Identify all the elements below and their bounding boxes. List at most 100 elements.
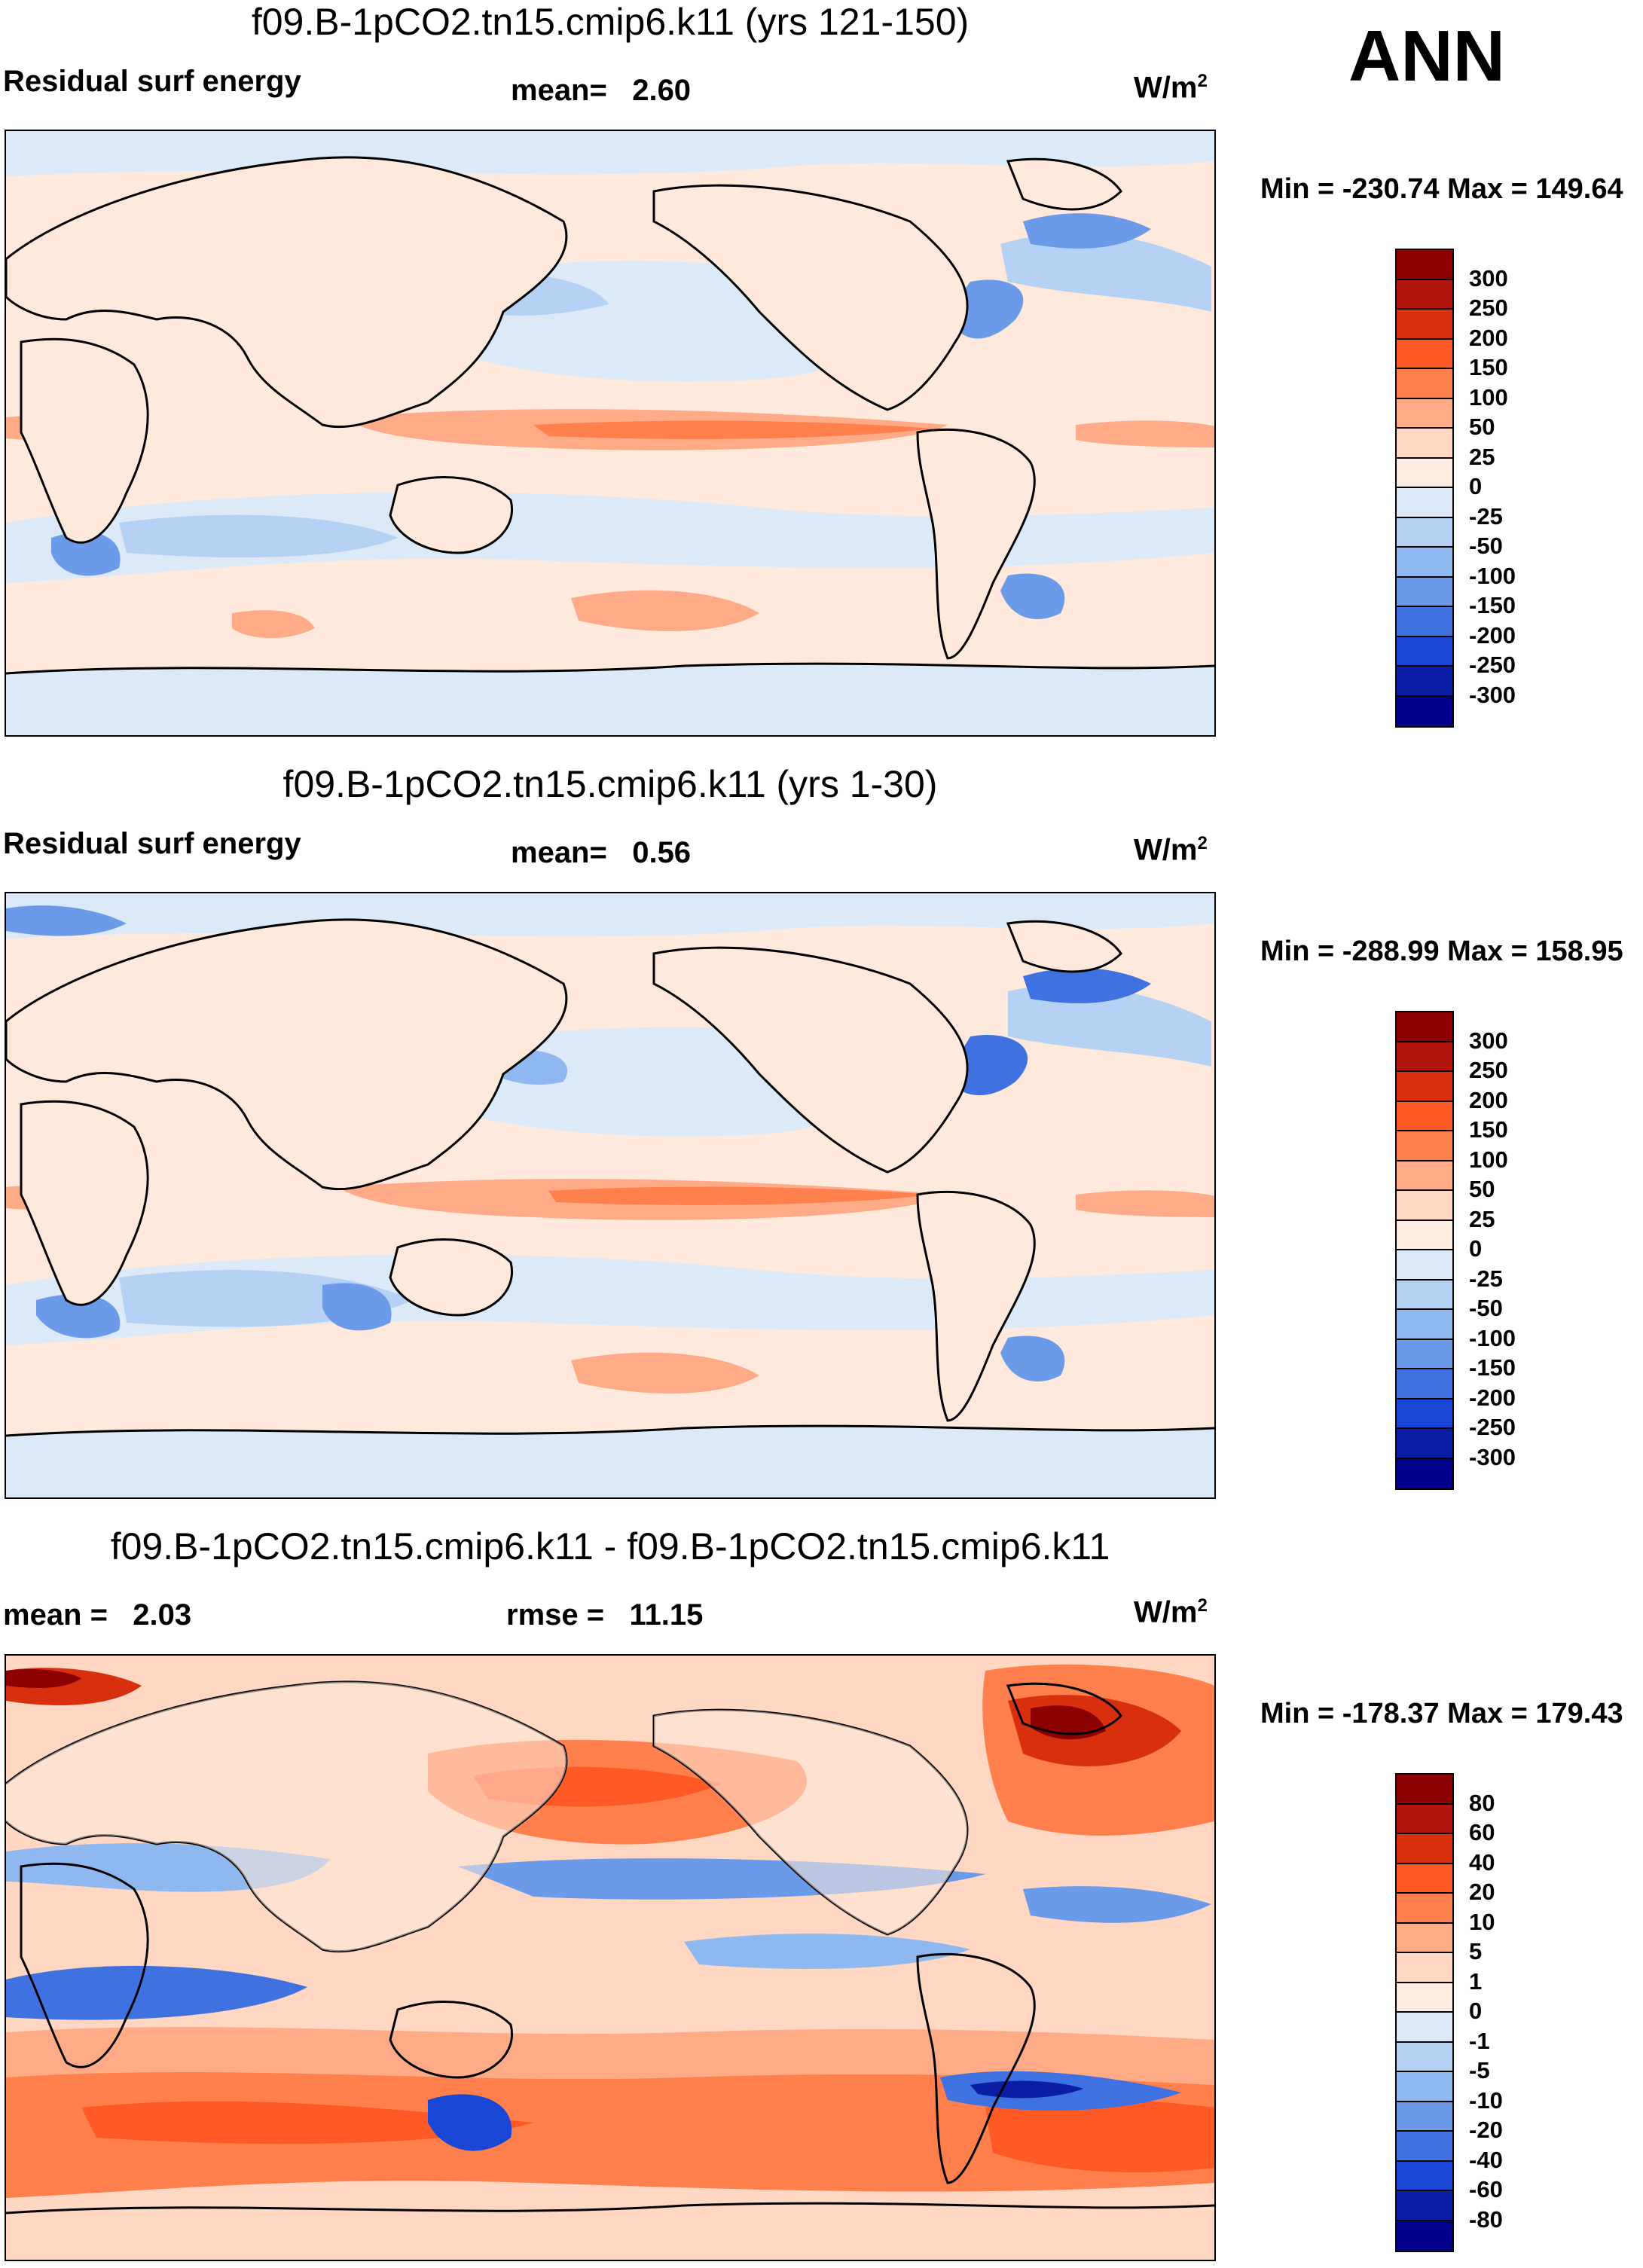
colorbar-tick-label: -40 — [1469, 2146, 1503, 2173]
panel-2-variable-label: Residual surf energy — [3, 827, 301, 860]
colorbar-segment — [1397, 398, 1452, 429]
colorbar-segment — [1397, 1012, 1452, 1042]
panel-1-units-base: W/m — [1134, 71, 1198, 105]
panel-2-map — [5, 892, 1216, 1499]
panel-3-rmse-label: rmse = 11.15 — [506, 1598, 703, 1632]
colorbar-tick-label: 0 — [1469, 473, 1483, 499]
colorbar-segment — [1397, 1834, 1452, 1864]
colorbar-tick-label: 300 — [1469, 264, 1508, 292]
colorbar-tick-label: 0 — [1469, 1998, 1483, 2024]
colorbar-tick-label: 80 — [1469, 1789, 1495, 1816]
colorbar-tick-label: -1 — [1469, 2027, 1490, 2054]
colorbar-segment — [1397, 1399, 1452, 1429]
colorbar-segment — [1397, 429, 1452, 459]
colorbar-segment — [1397, 310, 1452, 340]
colorbar-tick-label: 60 — [1469, 1819, 1495, 1845]
panel-2-units-base: W/m — [1134, 833, 1198, 867]
panel-2-units-exp: 2 — [1197, 833, 1208, 853]
colorbar-tick-label: 1 — [1469, 1967, 1483, 1995]
colorbar-segment — [1397, 2042, 1452, 2072]
colorbar-segment — [1397, 2191, 1452, 2221]
colorbar-tick-label: 150 — [1469, 1116, 1508, 1143]
colorbar-tick-label: -60 — [1469, 2176, 1503, 2202]
panel-1-units-exp: 2 — [1197, 71, 1208, 91]
colorbar-segment — [1397, 1369, 1452, 1400]
colorbar-segment — [1397, 1864, 1452, 1894]
panel-3-map-svg — [6, 1656, 1214, 2260]
colorbar-segment — [1397, 1339, 1452, 1369]
colorbar-segment — [1397, 2072, 1452, 2102]
colorbar-segment — [1397, 1191, 1452, 1221]
colorbar-tick-label: 100 — [1469, 383, 1508, 411]
colorbar-tick-label: 5 — [1469, 1938, 1483, 1964]
colorbar-segment — [1397, 488, 1452, 518]
panel-2-title: f09.B-1pCO2.tn15.cmip6.k11 (yrs 1-30) — [282, 763, 938, 805]
colorbar-tick-label: -100 — [1469, 562, 1516, 589]
colorbar-segment — [1397, 1775, 1452, 1805]
colorbar-segment — [1397, 1894, 1452, 1924]
panel-2-mean-label-text: mean= — [511, 836, 607, 869]
panel-1-mean-value: 2.60 — [632, 74, 692, 107]
colorbar-tick-label: 25 — [1469, 443, 1495, 470]
colorbar-segment — [1397, 517, 1452, 548]
panel-1-variable-label: Residual surf energy — [3, 65, 301, 98]
panel-2-mean-label: mean= 0.56 — [511, 836, 691, 870]
colorbar-tick-label: -150 — [1469, 1354, 1516, 1381]
colorbar-tick-label: -20 — [1469, 2117, 1503, 2143]
colorbar-tick-label: -250 — [1469, 652, 1516, 678]
colorbar-tick-label: -25 — [1469, 502, 1503, 530]
colorbar-segment — [1397, 2102, 1452, 2132]
colorbar-segment — [1397, 2221, 1452, 2251]
colorbar-tick-label: 250 — [1469, 1057, 1508, 1083]
panel-3-mean-label: mean = 2.03 — [3, 1598, 192, 1632]
colorbar-segment — [1397, 2013, 1452, 2043]
colorbar-tick-label: -10 — [1469, 2086, 1503, 2114]
colorbar-segment — [1397, 1072, 1452, 1102]
panel-1-map-svg — [6, 131, 1214, 735]
colorbar-tick-label: -50 — [1469, 533, 1503, 559]
colorbar-tick-label: 50 — [1469, 1176, 1495, 1202]
colorbar-tick-label: 150 — [1469, 354, 1508, 380]
colorbar-segment — [1397, 548, 1452, 578]
colorbar-segment — [1397, 250, 1452, 280]
colorbar-tick-label: 100 — [1469, 1146, 1508, 1173]
colorbar-tick-label: 50 — [1469, 414, 1495, 440]
colorbar-tick-label: 200 — [1469, 324, 1508, 351]
panel-1-minmax: Min = -230.74 Max = 149.64 — [1260, 173, 1623, 205]
panel-1-title: f09.B-1pCO2.tn15.cmip6.k11 (yrs 121-150) — [251, 1, 970, 43]
colorbar-tick-label: 250 — [1469, 295, 1508, 321]
colorbar-tick-label: -50 — [1469, 1295, 1503, 1321]
panel-3-map — [5, 1654, 1216, 2261]
colorbar-tick-label: -80 — [1469, 2205, 1503, 2233]
colorbar-tick-label: -100 — [1469, 1324, 1516, 1351]
colorbar-tick-label: -250 — [1469, 1414, 1516, 1440]
colorbar-segment — [1397, 1458, 1452, 1488]
colorbar-segment — [1397, 696, 1452, 726]
colorbar-segment — [1397, 1310, 1452, 1340]
colorbar-segment — [1397, 577, 1452, 607]
colorbar-tick-label: 0 — [1469, 1235, 1483, 1262]
panel-1-map — [5, 130, 1216, 737]
colorbar-segment — [1397, 1042, 1452, 1072]
colorbar-segment — [1397, 1280, 1452, 1310]
panel-3-colorbar — [1395, 1773, 1454, 2252]
panel-3-rmse-value: 11.15 — [629, 1598, 704, 1632]
colorbar-tick-label: -25 — [1469, 1265, 1503, 1292]
colorbar-tick-label: 25 — [1469, 1205, 1495, 1232]
colorbar-segment — [1397, 369, 1452, 399]
panel-2-minmax: Min = -288.99 Max = 158.95 — [1260, 936, 1623, 967]
colorbar-segment — [1397, 1953, 1452, 1983]
colorbar-segment — [1397, 2161, 1452, 2191]
panel-2-colorbar — [1395, 1011, 1454, 1490]
colorbar-segment — [1397, 1983, 1452, 2013]
colorbar-tick-label: -150 — [1469, 592, 1516, 618]
colorbar-tick-label: 300 — [1469, 1027, 1508, 1054]
panel-3-units-base: W/m — [1134, 1595, 1198, 1629]
colorbar-tick-label: 20 — [1469, 1879, 1495, 1905]
colorbar-tick-label: -200 — [1469, 621, 1516, 649]
colorbar-tick-label: 200 — [1469, 1086, 1508, 1113]
panel-3-rmse-label-text: rmse = — [506, 1598, 605, 1632]
colorbar-tick-label: 40 — [1469, 1848, 1495, 1876]
colorbar-segment — [1397, 1131, 1452, 1161]
colorbar-tick-label: -5 — [1469, 2057, 1490, 2083]
